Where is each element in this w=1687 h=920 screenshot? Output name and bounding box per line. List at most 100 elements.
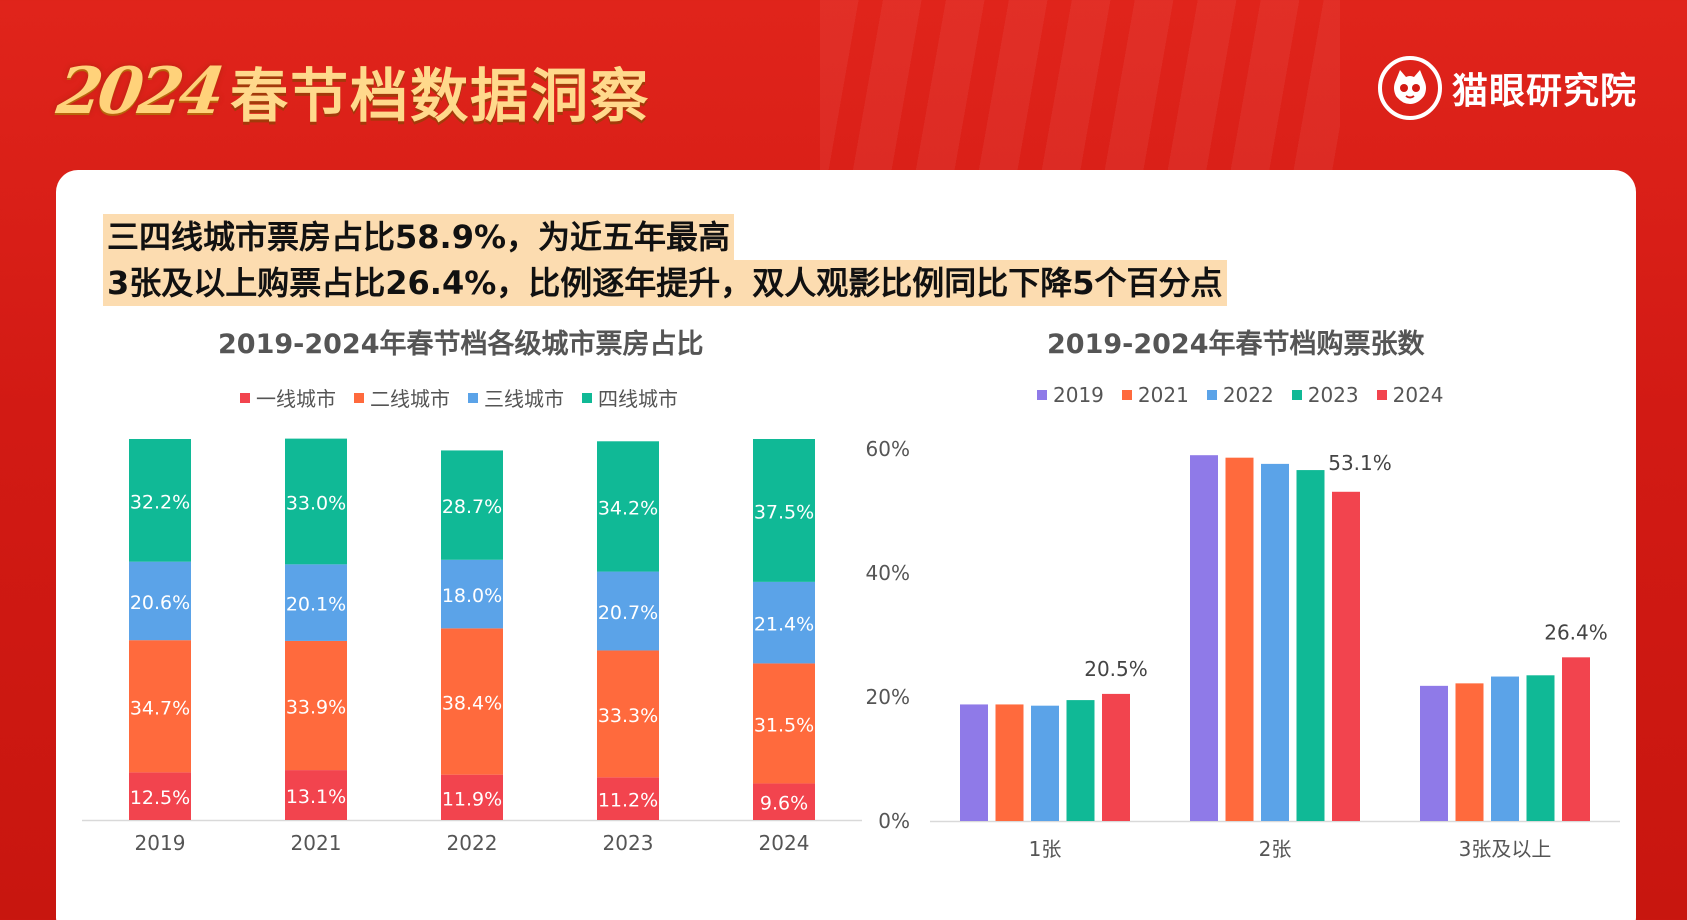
chart1-legend-item: 二线城市 bbox=[354, 383, 450, 412]
legend-swatch bbox=[1206, 390, 1217, 400]
brand: 猫眼研究院 bbox=[1377, 56, 1637, 120]
bar-segment bbox=[129, 439, 191, 562]
cat-logo-icon bbox=[1377, 56, 1442, 120]
bar bbox=[995, 704, 1024, 821]
legend-label: 2022 bbox=[1222, 383, 1274, 407]
bar-segment bbox=[129, 561, 191, 641]
headline-2: 3张及以上购票占比26.4%，比例逐年提升，双人观影比例同比下降5个百分点 bbox=[103, 260, 1227, 306]
legend-swatch bbox=[1376, 390, 1387, 400]
data-label: 26.4% bbox=[1544, 620, 1608, 644]
legend-label: 2023 bbox=[1307, 383, 1359, 407]
chart1-legend: 一线城市 二线城市 三线城市 四线城市 bbox=[240, 383, 696, 412]
data-label: 11.9% bbox=[442, 788, 502, 810]
data-label: 34.2% bbox=[598, 497, 658, 519]
data-label: 28.7% bbox=[442, 496, 502, 518]
bar-segment bbox=[441, 774, 503, 820]
bar bbox=[1562, 657, 1590, 821]
data-label: 38.4% bbox=[442, 693, 502, 715]
bar-segment bbox=[285, 564, 347, 641]
chart1-title: 2019-2024年春节档各级城市票房占比 bbox=[218, 329, 704, 360]
bar-segment bbox=[285, 640, 347, 771]
data-label: 20.6% bbox=[130, 592, 190, 614]
legend-label: 2021 bbox=[1137, 383, 1189, 407]
y-tick-label: 40% bbox=[866, 561, 910, 585]
bar bbox=[1332, 491, 1360, 821]
bar-segment bbox=[441, 450, 503, 560]
data-label: 20.5% bbox=[1084, 657, 1148, 681]
data-label: 32.2% bbox=[130, 491, 190, 513]
bar-segment bbox=[753, 439, 815, 582]
bar-segment bbox=[129, 640, 191, 773]
data-label: 37.5% bbox=[754, 501, 814, 523]
legend-swatch bbox=[468, 392, 478, 403]
legend-label: 2019 bbox=[1053, 383, 1104, 407]
chart2-legend: 2019 2021 2022 2023 2024 bbox=[1037, 383, 1462, 407]
data-label: 21.4% bbox=[754, 614, 814, 636]
legend-swatch bbox=[1291, 390, 1302, 400]
y-tick-label: 0% bbox=[878, 809, 910, 833]
bar-segment bbox=[753, 581, 815, 664]
bar-segment bbox=[441, 628, 503, 775]
chart2-title: 2019-2024年春节档购票张数 bbox=[1047, 329, 1425, 360]
bar bbox=[1066, 700, 1095, 821]
bar-segment bbox=[753, 663, 815, 784]
data-label: 9.6% bbox=[760, 793, 808, 815]
header-logo: 2024 春节档数据洞察 bbox=[53, 46, 651, 136]
data-label: 34.7% bbox=[130, 697, 190, 719]
chart1-legend-item: 四线城市 bbox=[582, 383, 678, 412]
data-label: 18.0% bbox=[442, 585, 502, 607]
bar-segment bbox=[597, 441, 659, 572]
bar bbox=[1261, 463, 1289, 821]
chart2-legend-item: 2022 bbox=[1206, 383, 1274, 407]
legend-swatch bbox=[1121, 390, 1132, 400]
bar bbox=[1526, 675, 1555, 821]
bar-segment bbox=[597, 777, 659, 820]
brand-name: 猫眼研究院 bbox=[1451, 71, 1637, 112]
data-label: 11.2% bbox=[598, 790, 658, 812]
stacked-bar-chart: 12.5% 34.7% 20.6% 32.2% 2019 13.1% 33.9% 20.1% 3… bbox=[82, 438, 862, 855]
bar-segment bbox=[597, 571, 659, 651]
legend-label: 四线城市 bbox=[598, 387, 678, 411]
legend-swatch bbox=[582, 392, 592, 403]
bar-segment bbox=[129, 772, 191, 820]
legend-label: 三线城市 bbox=[484, 387, 564, 411]
x-tick-label: 2021 bbox=[291, 831, 342, 855]
bar bbox=[1031, 705, 1059, 821]
bar-segment bbox=[441, 559, 503, 629]
bar bbox=[1102, 693, 1130, 821]
data-label: 33.9% bbox=[286, 697, 346, 719]
data-label: 33.3% bbox=[598, 705, 658, 727]
x-tick-label: 2019 bbox=[135, 831, 186, 855]
chart2-legend-item: 2023 bbox=[1291, 383, 1359, 407]
x-tick-label: 2022 bbox=[447, 831, 498, 855]
y-tick-label: 20% bbox=[866, 685, 910, 709]
x-tick-label: 2024 bbox=[759, 831, 810, 855]
legend-label: 二线城市 bbox=[370, 387, 450, 411]
chart2-legend-item: 2019 bbox=[1037, 383, 1104, 407]
bar-segment bbox=[285, 438, 347, 565]
bar-segment bbox=[285, 770, 347, 820]
page-title: 春节档数据洞察 bbox=[230, 62, 651, 130]
bar-segment bbox=[597, 650, 659, 778]
bar bbox=[1491, 676, 1519, 821]
chart1-legend-item: 三线城市 bbox=[468, 383, 564, 412]
bar bbox=[960, 704, 988, 821]
legend-label: 一线城市 bbox=[256, 387, 336, 411]
bar-segment bbox=[753, 783, 815, 820]
bar bbox=[1225, 457, 1254, 821]
bar bbox=[1296, 470, 1325, 821]
data-label: 33.0% bbox=[286, 492, 346, 514]
bar bbox=[1455, 683, 1484, 821]
data-label: 20.7% bbox=[598, 602, 658, 624]
legend-swatch bbox=[240, 392, 250, 403]
chart2-legend-item: 2021 bbox=[1121, 383, 1189, 407]
bar bbox=[1190, 455, 1218, 821]
chart1-legend-item: 一线城市 bbox=[240, 383, 336, 412]
data-label: 31.5% bbox=[754, 714, 814, 736]
grouped-bar-chart: 0% 20% 40% 60% 20.5% 1张 53.1% 2张 26.4% 3张及以上 bbox=[866, 437, 1620, 861]
x-tick-label: 2023 bbox=[603, 831, 654, 855]
legend-label: 2024 bbox=[1392, 383, 1444, 407]
legend-swatch bbox=[354, 392, 364, 403]
data-label: 20.1% bbox=[286, 594, 346, 616]
legend-swatch bbox=[1037, 390, 1047, 400]
